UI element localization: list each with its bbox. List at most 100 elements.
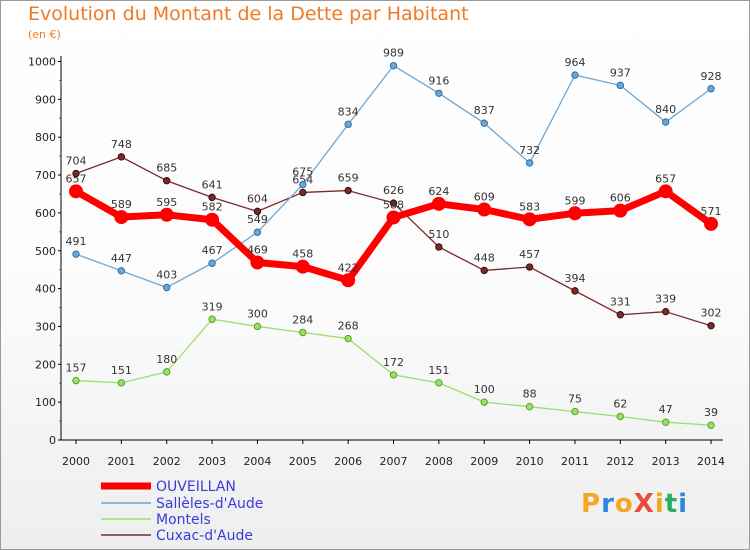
data-label-ouveillan: 606 [610,192,631,205]
data-point-ouveillan [386,210,401,225]
data-point-sall-les-d-aude [163,283,171,292]
data-point-montels [208,315,216,323]
x-tick-label: 2013 [652,455,680,468]
data-point-cuxac-d-aude [525,263,534,271]
y-tick-label: 900 [35,93,56,106]
data-point-cuxac-d-aude [616,311,625,319]
data-label-ouveillan: 595 [156,196,177,209]
data-label-sall-les-d-aude: 549 [247,213,268,226]
data-label-montels: 151 [428,364,449,377]
data-point-cuxac-d-aude [389,199,398,207]
data-point-ouveillan [295,259,310,274]
data-label-montels: 300 [247,307,268,320]
data-point-sall-les-d-aude [344,120,352,129]
data-point-ouveillan [477,202,492,217]
x-tick-label: 2009 [470,455,498,468]
data-point-sall-les-d-aude [525,159,534,167]
y-tick-label: 0 [49,434,56,447]
x-tick-label: 2007 [380,455,408,468]
series-line-sall-les-d-aude [75,65,712,289]
data-label-cuxac-d-aude: 339 [655,293,676,306]
data-point-sall-les-d-aude [389,61,398,70]
data-label-ouveillan: 469 [247,243,268,256]
data-label-montels: 172 [383,356,404,369]
data-label-sall-les-d-aude: 837 [474,104,495,117]
data-point-montels [435,379,443,387]
y-tick-label: 1000 [28,56,56,69]
data-point-sall-les-d-aude [208,259,216,267]
data-point-montels [163,368,171,376]
data-label-ouveillan: 582 [202,201,223,214]
data-label-montels: 319 [202,300,223,313]
legend-label: Cuxac-d'Aude [156,528,253,544]
data-point-ouveillan [613,203,628,218]
data-point-ouveillan [522,212,537,227]
data-label-ouveillan: 599 [564,194,585,207]
data-point-cuxac-d-aude [72,169,80,178]
data-label-ouveillan: 657 [655,172,676,185]
data-label-montels: 100 [474,383,495,396]
data-point-ouveillan [114,210,129,225]
data-point-cuxac-d-aude [253,207,262,216]
chart-title: Evolution du Montant de la Dette par Hab… [28,3,469,25]
data-point-sall-les-d-aude [435,89,443,97]
x-tick-label: 2006 [334,455,362,468]
data-label-cuxac-d-aude: 457 [519,248,540,261]
logo-letter: P [581,489,602,519]
logo-letter: o [614,489,634,519]
data-point-montels [525,402,534,411]
x-tick-label: 2001 [107,455,135,468]
data-label-cuxac-d-aude: 604 [247,192,268,205]
y-tick-label: 700 [35,169,56,182]
data-label-sall-les-d-aude: 916 [428,74,449,87]
data-label-sall-les-d-aude: 447 [111,252,132,265]
data-label-sall-les-d-aude: 732 [519,144,540,157]
data-point-cuxac-d-aude [163,177,171,185]
data-label-cuxac-d-aude: 685 [156,162,177,175]
data-label-cuxac-d-aude: 659 [338,172,359,185]
data-point-ouveillan [159,207,174,222]
x-tick-label: 2005 [289,455,317,468]
x-tick-label: 2010 [516,455,544,468]
legend-label: Montels [156,512,211,528]
data-label-ouveillan: 458 [292,248,313,261]
data-label-cuxac-d-aude: 641 [202,178,223,191]
data-point-sall-les-d-aude [299,180,307,189]
y-tick-label: 400 [35,283,56,296]
data-point-ouveillan [658,184,673,199]
data-point-ouveillan [704,216,719,231]
data-label-montels: 39 [704,406,718,419]
data-label-ouveillan: 588 [383,198,404,211]
data-label-ouveillan: 583 [519,200,540,213]
data-label-ouveillan: 624 [428,185,449,198]
data-point-ouveillan [205,212,220,227]
data-point-cuxac-d-aude [707,321,715,330]
data-label-montels: 62 [613,398,627,411]
data-label-cuxac-d-aude: 748 [111,138,132,151]
logo-letter: i [678,489,689,519]
data-point-montels [72,376,80,385]
data-point-montels [117,379,126,387]
data-label-cuxac-d-aude: 510 [428,228,449,241]
x-tick-label: 2002 [153,455,181,468]
data-point-cuxac-d-aude [435,243,443,251]
data-point-sall-les-d-aude [661,118,670,126]
data-label-montels: 284 [292,314,313,327]
data-point-sall-les-d-aude [117,267,126,275]
data-point-cuxac-d-aude [571,287,579,295]
y-tick-label: 800 [35,131,56,144]
y-tick-label: 200 [35,358,56,371]
data-point-sall-les-d-aude [616,81,625,90]
legend-label: OUVEILLAN [156,479,236,495]
data-point-montels [344,334,352,343]
data-point-cuxac-d-aude [117,153,126,161]
x-tick-label: 2014 [697,455,725,468]
data-point-ouveillan [341,273,356,288]
data-label-ouveillan: 422 [338,261,359,274]
data-point-sall-les-d-aude [571,71,579,79]
data-label-sall-les-d-aude: 840 [655,103,676,116]
data-label-montels: 157 [66,362,87,375]
data-point-montels [253,322,262,331]
data-label-montels: 75 [568,393,582,406]
